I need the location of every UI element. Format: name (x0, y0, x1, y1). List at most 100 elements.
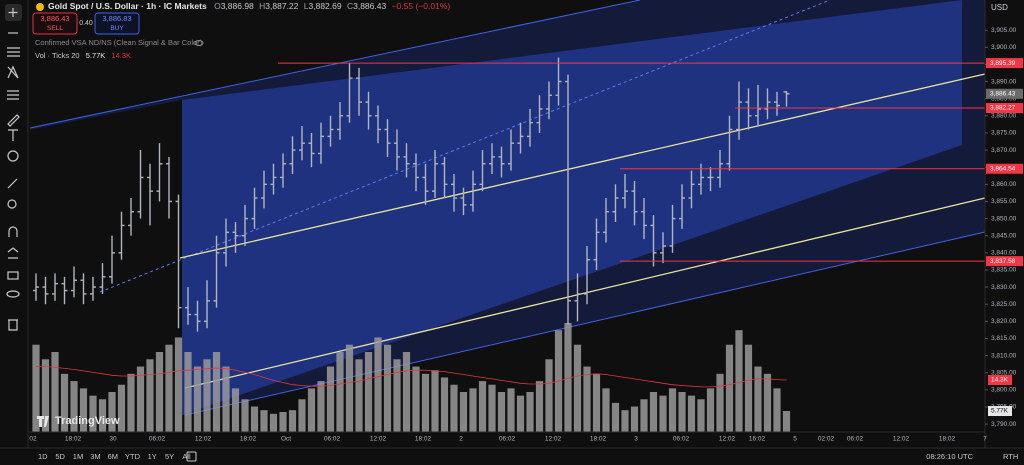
channel-outer (30, 0, 985, 415)
volume-bar (630, 406, 639, 432)
range-button[interactable]: 6M (108, 452, 118, 461)
x-tick-label: Oct (281, 436, 291, 443)
left-toolbar (0, 0, 28, 465)
sell-price: 3,886.43 (40, 14, 69, 23)
x-tick-label: 06:02 (673, 436, 690, 443)
x-tick-label: 12:02 (370, 436, 387, 443)
open: 3,886.98 (221, 1, 254, 11)
volume-bar (488, 384, 496, 432)
buy-button[interactable] (94, 12, 140, 35)
visibility-icon[interactable] (194, 40, 204, 46)
brush-tool[interactable] (7, 114, 20, 127)
volume-bar (393, 359, 401, 432)
symbol[interactable]: Gold Spot / U.S. Dollar · 1h · IC Market… (48, 1, 207, 11)
volume-bar (307, 388, 316, 432)
x-tick-label: 12:02 (195, 436, 212, 443)
x-tick-label: 18:02 (590, 436, 607, 443)
volume-bar (782, 411, 791, 432)
text-tool[interactable] (8, 129, 18, 141)
y-tick-label: 3,815.00 (991, 335, 1017, 342)
lock-drawing-tool[interactable] (7, 247, 19, 259)
volume-bar (326, 366, 335, 432)
x-tick-label: 2 (459, 436, 463, 443)
volume-label: 5.77K (991, 408, 1009, 415)
price-line-badge (986, 103, 1023, 114)
date-range-icon[interactable] (186, 451, 197, 462)
x-tick-label: 18:02 (415, 436, 432, 443)
range-button[interactable]: 1M (73, 452, 83, 461)
y-tick-label: 3,905.00 (991, 27, 1017, 34)
volume-name[interactable]: Vol · Ticks 20 (35, 51, 80, 60)
volume-bar (469, 388, 477, 432)
low: 3,882.69 (309, 1, 342, 11)
close: 3,886.43 (353, 1, 386, 11)
price-line-label: 3,895.39 (990, 60, 1016, 67)
volume-bar (298, 399, 306, 432)
price-lines-layer (278, 62, 985, 262)
hide-tool[interactable] (6, 290, 20, 298)
trend-line (184, 197, 986, 389)
volume-bar (269, 413, 278, 432)
volume-bar (421, 373, 430, 432)
fib-tool[interactable] (7, 47, 20, 57)
y-tick-label: 3,810.00 (991, 352, 1017, 359)
x-tick-label: 12:02 (545, 436, 562, 443)
price-axis-bg (985, 0, 1024, 448)
x-tick-label: 06:02 (847, 436, 864, 443)
y-tick-label: 3,825.00 (991, 301, 1017, 308)
volume-bar (136, 366, 145, 432)
volume-bar (212, 352, 221, 432)
magnet-tool[interactable] (8, 226, 18, 237)
range-button[interactable]: 5Y (165, 452, 174, 461)
volume-bar (383, 344, 392, 432)
volume-bar (697, 399, 705, 432)
volume-bar (127, 373, 135, 432)
projection-tool[interactable] (7, 90, 19, 100)
delete-tool[interactable] (8, 319, 18, 331)
volume-bar (564, 322, 572, 432)
currency[interactable]: USD (991, 3, 1008, 12)
y-tick-label: 3,790.00 (991, 421, 1017, 428)
sell-button[interactable] (32, 12, 78, 35)
volume-bar (203, 359, 211, 432)
range-button[interactable]: 3M (90, 452, 100, 461)
volume-bar (640, 399, 648, 432)
range-button[interactable]: 5D (55, 452, 65, 461)
volume-bar (450, 384, 458, 432)
volume-bar (459, 392, 468, 432)
volume-bar (716, 373, 724, 432)
volume-bar (611, 402, 620, 432)
time-axis: 02 18:02 30 06:02 12:02 18:02 Oct 06:02 12:02 18:… (29, 436, 987, 443)
volume-bar (174, 337, 183, 432)
buy-price: 3,886.83 (102, 14, 131, 23)
range-button[interactable]: 1Y (148, 452, 157, 461)
volume-bar (146, 359, 154, 432)
volume-bar (431, 370, 439, 432)
volume-bar (89, 395, 97, 432)
h-label: H (259, 1, 265, 11)
logo[interactable]: TradingView (55, 415, 120, 427)
volume-bar (231, 388, 240, 432)
volume-bar (678, 392, 686, 432)
volume-bar (117, 384, 126, 432)
volume-ma-line (36, 366, 787, 388)
high: 3,887.22 (265, 1, 298, 11)
session[interactable]: RTH (1003, 452, 1018, 461)
indicator-name[interactable]: Confirmed VSA ND/NS (Clean Signal & Bar … (35, 38, 203, 47)
emoji-tool[interactable] (7, 150, 19, 162)
x-tick-label: 18:02 (939, 436, 956, 443)
range-button[interactable]: 1D (38, 452, 48, 461)
ruler-tool[interactable] (7, 178, 18, 189)
y-tick-label: 3,820.00 (991, 318, 1017, 325)
clock[interactable]: 08:26:10 UTC (926, 452, 973, 461)
zoom-tool[interactable] (7, 199, 17, 209)
volume-bar (497, 392, 506, 432)
lock-tool[interactable] (7, 271, 19, 280)
volume-bar (288, 410, 297, 432)
range-button[interactable]: YTD (125, 452, 141, 461)
y-tick-label: 3,840.00 (991, 250, 1017, 257)
x-tick-label: 06:02 (499, 436, 516, 443)
crosshair-icon[interactable] (8, 8, 18, 17)
last-price-label: 3,886.43 (990, 90, 1016, 97)
pattern-tool[interactable] (7, 65, 19, 79)
